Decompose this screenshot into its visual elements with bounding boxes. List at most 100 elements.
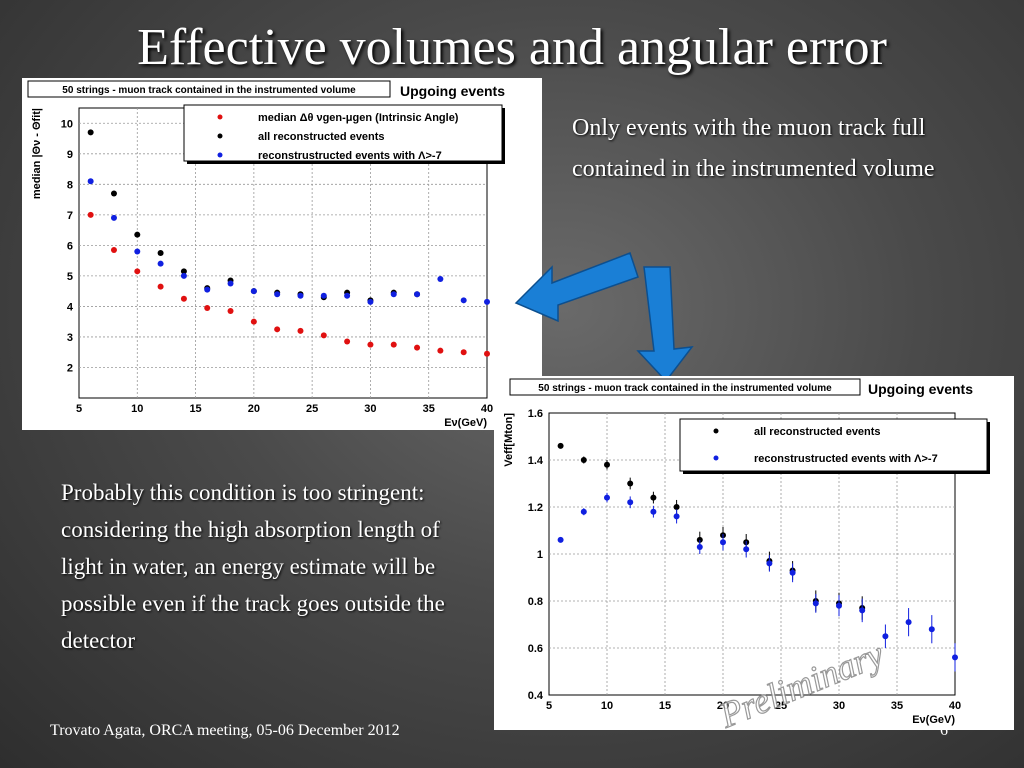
y-axis-label: median |Θν - Θfit| [31, 108, 43, 199]
data-point-red [274, 326, 281, 333]
legend-box [679, 418, 988, 472]
x-axis-label: Eν(GeV) [912, 714, 955, 726]
chart-banner: 50 strings - muon track contained in the… [538, 383, 832, 394]
y-tick-label: 8 [67, 179, 73, 191]
x-tick-label: 35 [423, 403, 435, 415]
data-point-black [580, 457, 587, 463]
chart-subtitle: Upgoing events [868, 381, 973, 397]
y-tick-label: 6 [67, 240, 73, 252]
legend-marker-red [217, 114, 223, 120]
y-tick-label: 7 [67, 210, 73, 222]
page-number: 6 [940, 722, 948, 739]
data-point-blue [157, 260, 164, 267]
y-tick-label: 0.8 [528, 596, 543, 608]
data-point-black [650, 494, 657, 501]
y-tick-label: 1.2 [528, 502, 543, 514]
y-tick-label: 2 [67, 362, 73, 374]
data-point-black [180, 268, 187, 275]
data-point-red [460, 349, 467, 356]
data-point-blue [673, 513, 680, 520]
data-point-red [484, 350, 490, 357]
chart-banner: 50 strings - muon track contained in the… [62, 85, 356, 96]
data-point-red [437, 347, 444, 354]
chart-subtitle: Upgoing events [400, 83, 505, 99]
data-point-black [157, 250, 164, 256]
legend-entry: all reconstructed events [258, 131, 385, 143]
data-point-blue [859, 607, 866, 614]
legend-entry: reconstrustructed events with Λ>-7 [754, 453, 938, 465]
data-point-red [157, 283, 164, 290]
data-point-blue [484, 298, 490, 305]
text-contained-events: Only events with the muon track full con… [572, 115, 935, 182]
data-point-blue [437, 275, 444, 282]
x-tick-label: 15 [659, 700, 671, 712]
slide-title: Effective volumes and angular error [137, 19, 887, 76]
data-point-red [344, 338, 351, 345]
data-point-blue [836, 602, 842, 609]
arrow-down-icon [636, 266, 694, 383]
data-point-blue [789, 569, 796, 576]
data-point-blue [743, 546, 750, 553]
data-point-blue [766, 560, 773, 567]
data-point-blue [557, 536, 564, 543]
footer: Trovato Agata, ORCA meeting, 05-06 Decem… [50, 722, 400, 739]
angular-error-plot: 50 strings - muon track contained in the… [22, 78, 542, 430]
legend-marker-black [713, 428, 719, 434]
x-tick-label: 20 [248, 403, 260, 415]
data-point-blue [952, 654, 958, 661]
data-point-blue [604, 494, 610, 501]
data-point-blue [650, 508, 657, 515]
data-point-blue [812, 600, 819, 607]
chart-banner-box [509, 378, 861, 396]
legend-entry: all reconstructed events [754, 426, 881, 438]
y-tick-label: 1.4 [528, 455, 544, 467]
data-point-black [604, 461, 610, 468]
data-point-red [390, 341, 397, 348]
x-tick-label: 30 [833, 700, 845, 712]
x-tick-label: 40 [481, 403, 493, 415]
x-tick-label: 30 [364, 403, 376, 415]
data-point-black [87, 129, 94, 136]
y-tick-label: 1.6 [528, 408, 543, 420]
data-point-red [180, 295, 187, 302]
data-point-red [87, 211, 94, 218]
y-tick-label: 0.6 [528, 643, 543, 655]
data-point-blue [414, 291, 421, 298]
data-point-red [227, 308, 234, 314]
x-tick-label: 10 [131, 403, 143, 415]
x-tick-label: 25 [775, 700, 787, 712]
x-tick-label: 5 [546, 700, 552, 712]
data-point-black [110, 190, 117, 197]
data-point-black [627, 480, 634, 487]
legend-entry: reconstrustructed events with Λ>-7 [258, 150, 442, 162]
legend-entry: median Δθ νgen-μgen (Intrinsic Angle) [258, 112, 459, 124]
data-point-blue [627, 499, 634, 506]
data-point-blue [250, 288, 257, 295]
x-tick-label: 15 [189, 403, 201, 415]
x-tick-label: 10 [601, 700, 613, 712]
effective-volume-chart: 50 strings - muon track contained in the… [503, 378, 990, 730]
data-point-blue [204, 286, 211, 293]
arrow-left-icon [514, 252, 639, 323]
y-tick-label: 10 [61, 118, 73, 130]
data-point-blue [110, 214, 117, 221]
data-point-blue [367, 298, 374, 305]
data-point-blue [882, 633, 889, 640]
x-tick-label: 25 [306, 403, 318, 415]
data-point-blue [297, 292, 304, 299]
data-point-blue [344, 292, 351, 299]
legend-box [183, 104, 503, 162]
x-tick-label: 40 [949, 700, 961, 712]
data-point-blue [274, 291, 281, 298]
y-tick-label: 3 [67, 332, 73, 344]
data-point-black [557, 442, 564, 449]
y-tick-label: 1 [537, 549, 543, 561]
data-point-blue [460, 297, 467, 304]
y-tick-label: 0.4 [528, 690, 544, 702]
data-point-red [367, 341, 374, 348]
data-point-red [414, 344, 421, 351]
y-tick-label: 5 [67, 271, 73, 283]
data-point-red [110, 246, 117, 253]
x-tick-label: 5 [76, 403, 82, 415]
data-point-red [320, 332, 327, 339]
